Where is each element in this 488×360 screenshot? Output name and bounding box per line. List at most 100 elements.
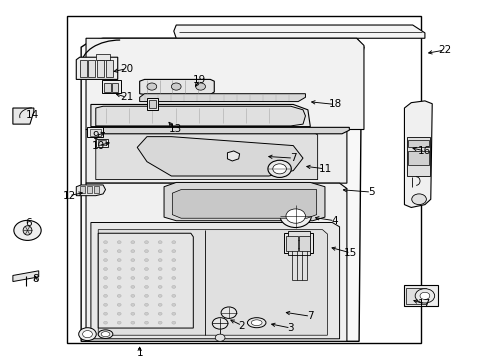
Circle shape — [103, 312, 107, 315]
Circle shape — [103, 294, 107, 297]
Text: 20: 20 — [120, 64, 133, 74]
Bar — [288, 231, 310, 240]
Polygon shape — [86, 183, 346, 341]
Circle shape — [158, 276, 162, 279]
Circle shape — [285, 209, 305, 223]
Circle shape — [158, 303, 162, 306]
Ellipse shape — [98, 330, 113, 338]
Polygon shape — [13, 271, 39, 282]
Circle shape — [131, 285, 135, 288]
Bar — [94, 186, 99, 193]
Text: 8: 8 — [32, 274, 39, 284]
Circle shape — [158, 258, 162, 261]
Bar — [406, 288, 425, 304]
Ellipse shape — [101, 332, 110, 337]
Polygon shape — [96, 106, 305, 126]
Bar — [104, 83, 111, 91]
Circle shape — [131, 294, 135, 297]
Text: 19: 19 — [193, 75, 206, 85]
Bar — [285, 236, 298, 251]
Circle shape — [414, 289, 434, 303]
Circle shape — [82, 330, 92, 338]
Circle shape — [144, 285, 148, 288]
Circle shape — [144, 258, 148, 261]
Circle shape — [147, 83, 157, 90]
Circle shape — [103, 241, 107, 244]
Circle shape — [272, 164, 286, 174]
Text: 17: 17 — [417, 299, 430, 309]
Circle shape — [103, 321, 107, 324]
Circle shape — [144, 250, 148, 253]
Text: 11: 11 — [318, 164, 331, 174]
Circle shape — [280, 204, 311, 228]
Text: 3: 3 — [287, 323, 294, 333]
Polygon shape — [140, 94, 305, 102]
Circle shape — [171, 276, 175, 279]
Circle shape — [195, 83, 205, 90]
Circle shape — [411, 194, 426, 204]
Circle shape — [171, 241, 175, 244]
Polygon shape — [91, 104, 310, 127]
Circle shape — [117, 241, 121, 244]
Bar — [149, 100, 156, 108]
Circle shape — [221, 307, 236, 318]
Circle shape — [103, 258, 107, 261]
Bar — [407, 140, 428, 147]
Circle shape — [144, 321, 148, 324]
Circle shape — [158, 294, 162, 297]
Text: 21: 21 — [120, 92, 133, 102]
Circle shape — [131, 241, 135, 244]
Text: 1: 1 — [136, 348, 142, 358]
Ellipse shape — [23, 226, 32, 235]
Bar — [96, 54, 110, 60]
Bar — [299, 236, 309, 251]
Bar — [407, 137, 429, 176]
Polygon shape — [163, 183, 325, 221]
Bar — [87, 186, 92, 193]
Circle shape — [117, 276, 121, 279]
Polygon shape — [404, 101, 431, 207]
Bar — [288, 239, 310, 248]
Polygon shape — [140, 80, 214, 94]
Circle shape — [117, 294, 121, 297]
Circle shape — [212, 318, 227, 329]
Polygon shape — [137, 137, 303, 176]
Circle shape — [131, 258, 135, 261]
Text: 10: 10 — [91, 141, 104, 150]
Bar — [97, 60, 104, 77]
Circle shape — [158, 321, 162, 324]
Circle shape — [131, 276, 135, 279]
Circle shape — [131, 312, 135, 315]
Bar — [102, 81, 121, 93]
Circle shape — [171, 303, 175, 306]
Bar — [87, 127, 103, 138]
Circle shape — [131, 250, 135, 253]
Ellipse shape — [247, 318, 265, 328]
Circle shape — [144, 241, 148, 244]
Circle shape — [79, 328, 96, 341]
Bar — [88, 60, 95, 77]
Text: 2: 2 — [238, 320, 245, 330]
Circle shape — [171, 250, 175, 253]
Circle shape — [117, 285, 121, 288]
Circle shape — [158, 312, 162, 315]
Bar — [90, 129, 101, 136]
Polygon shape — [173, 25, 424, 38]
Text: 9: 9 — [92, 131, 99, 141]
Circle shape — [117, 321, 121, 324]
Circle shape — [131, 321, 135, 324]
Bar — [283, 233, 312, 253]
Circle shape — [171, 83, 181, 90]
Circle shape — [117, 258, 121, 261]
Text: 12: 12 — [62, 191, 76, 201]
Ellipse shape — [251, 320, 262, 325]
Circle shape — [171, 312, 175, 315]
Circle shape — [144, 303, 148, 306]
Text: 15: 15 — [344, 248, 357, 258]
Circle shape — [171, 258, 175, 261]
Bar — [407, 151, 428, 165]
Bar — [112, 83, 118, 91]
Text: 7: 7 — [289, 153, 296, 163]
Text: 16: 16 — [417, 146, 430, 156]
Polygon shape — [13, 108, 34, 124]
